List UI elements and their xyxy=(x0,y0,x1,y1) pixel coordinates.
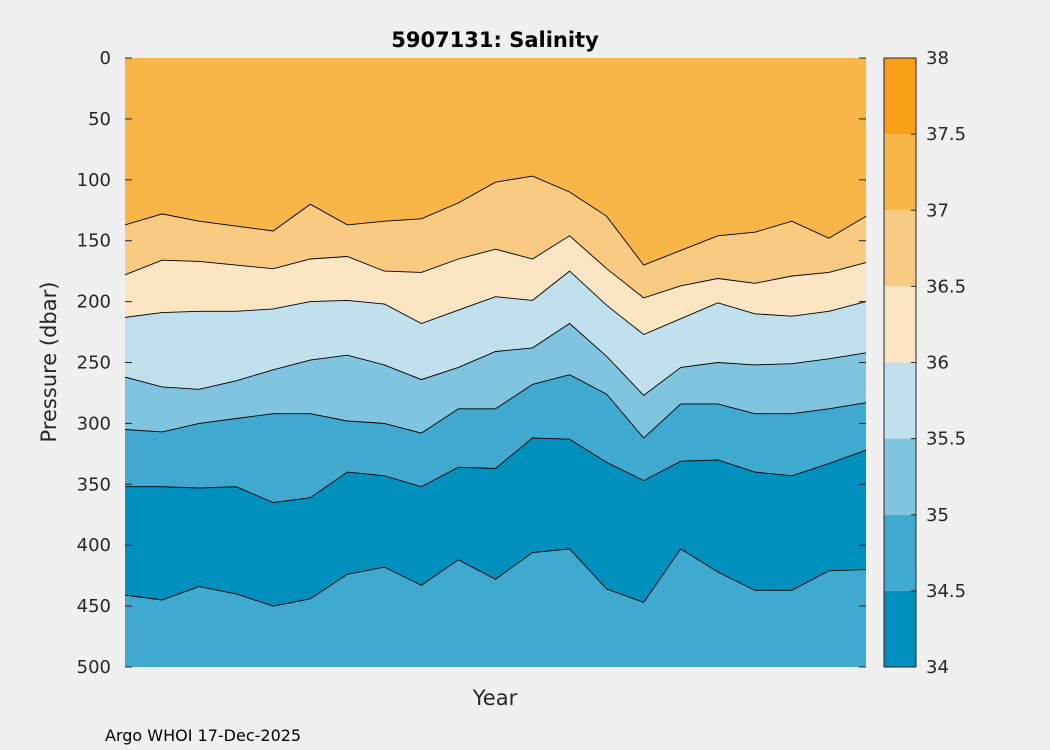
contour-line-2 xyxy=(124,270,867,336)
y-axis: 0 50 100 150 200 250 300 350 400 450 500 xyxy=(77,48,866,678)
colorbar-swatch xyxy=(884,514,916,591)
y-tick-label: 400 xyxy=(77,535,111,556)
y-tick-label: 250 xyxy=(77,353,111,374)
footer-credit: Argo WHOI 17-Dec-2025 xyxy=(105,726,301,745)
contour-line-4 xyxy=(124,374,867,439)
colorbar-tick-label: 34.5 xyxy=(926,581,966,602)
plot-area xyxy=(124,58,867,668)
colorbar-swatch xyxy=(884,286,916,363)
chart-title: 5907131: Salinity xyxy=(391,28,599,52)
colorbar-tick-label: 36 xyxy=(926,353,949,374)
colorbar-tick-label: 34 xyxy=(926,657,949,678)
colorbar-swatch xyxy=(884,210,916,287)
colorbar-tick-label: 37.5 xyxy=(926,124,966,145)
y-tick-label: 100 xyxy=(77,170,111,191)
colorbar-tick-label: 35 xyxy=(926,505,949,526)
colorbar-swatch xyxy=(884,590,916,667)
colorbar-swatch xyxy=(884,362,916,439)
colorbar-swatch xyxy=(884,58,916,135)
colorbar-tick-label: 37 xyxy=(926,200,949,221)
y-tick-label: 50 xyxy=(88,109,111,130)
contour-line-6 xyxy=(124,548,867,607)
y-tick-label: 350 xyxy=(77,474,111,495)
contour-line-1 xyxy=(124,235,867,299)
y-tick-label: 0 xyxy=(100,48,111,69)
colorbar-tick-label: 36.5 xyxy=(926,276,966,297)
colorbar-swatch xyxy=(884,134,916,211)
y-tick-label: 450 xyxy=(77,596,111,617)
colorbar: 34 34.5 35 35.5 36 36.5 37 37.5 38 xyxy=(883,48,966,678)
y-tick-label: 300 xyxy=(77,413,111,434)
y-axis-label: Pressure (dbar) xyxy=(37,282,61,443)
contour-line-0 xyxy=(124,175,867,266)
x-axis-label: Year xyxy=(472,686,518,710)
contour-band-6 xyxy=(125,548,866,667)
y-tick-label: 150 xyxy=(77,231,111,252)
contour-line-5 xyxy=(125,437,867,504)
colorbar-tick-label: 38 xyxy=(926,48,949,69)
colorbar-swatch xyxy=(884,438,916,515)
colorbar-tick-label: 35.5 xyxy=(926,429,966,450)
contour-line-3 xyxy=(124,322,867,397)
y-tick-label: 200 xyxy=(77,292,111,313)
y-tick-label: 500 xyxy=(77,657,111,678)
